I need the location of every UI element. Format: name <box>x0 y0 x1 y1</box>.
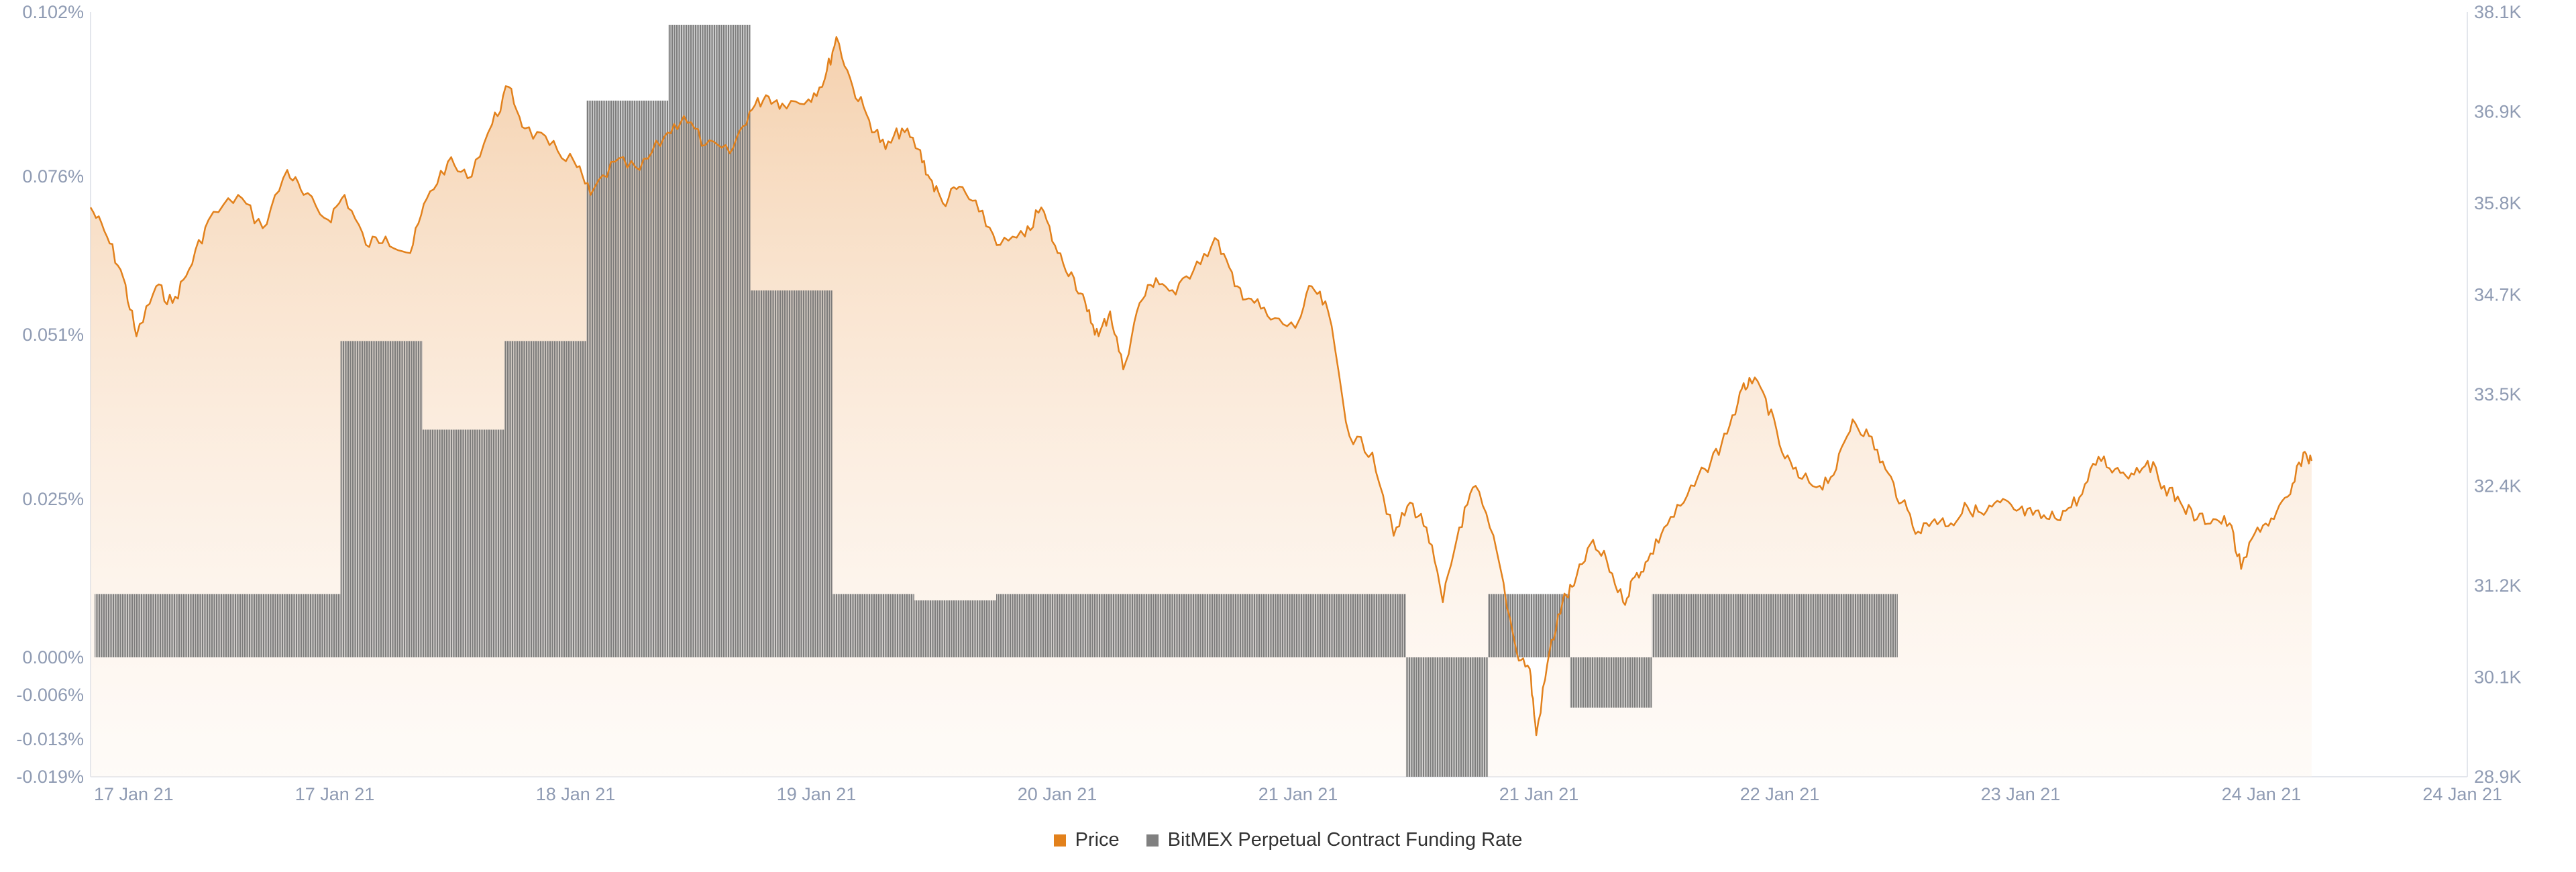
funding-rate-bar[interactable] <box>1242 594 1324 657</box>
funding-rate-bar[interactable] <box>1078 594 1161 657</box>
left-axis-tick-label: -0.019% <box>16 767 84 787</box>
funding-rate-bar[interactable] <box>340 341 423 657</box>
legend-label-funding-rate: BitMEX Perpetual Contract Funding Rate <box>1167 829 1523 851</box>
funding-rate-bar[interactable] <box>1160 594 1242 657</box>
price-line <box>89 36 2313 737</box>
x-axis-tick-label: 21 Jan 21 <box>1499 784 1579 804</box>
funding-rate-bar[interactable] <box>1815 594 1898 657</box>
x-axis-tick-label: 22 Jan 21 <box>1740 784 1820 804</box>
legend-swatch-funding-rate <box>1146 834 1159 847</box>
funding-rate-bar[interactable] <box>1570 657 1652 708</box>
funding-rate-bar[interactable] <box>422 429 504 658</box>
funding-rate-bar[interactable] <box>176 594 259 657</box>
legend-label-price: Price <box>1075 829 1120 851</box>
funding-rate-bar[interactable] <box>914 600 996 657</box>
funding-rate-bar[interactable] <box>1652 594 1734 657</box>
funding-rate-bar[interactable] <box>668 24 751 657</box>
legend-item-funding-rate[interactable]: BitMEX Perpetual Contract Funding Rate <box>1146 829 1523 851</box>
funding-rate-bar[interactable] <box>504 341 587 657</box>
right-axis-tick-label: 33.5K <box>2474 384 2522 404</box>
x-axis-tick-label: 21 Jan 21 <box>1258 784 1338 804</box>
funding-rate-bar[interactable] <box>1733 594 1816 657</box>
right-axis-tick-label: 31.2K <box>2474 576 2522 596</box>
x-axis-tick-label: 17 Jan 21 <box>94 784 174 804</box>
right-axis-tick-label: 38.1K <box>2474 2 2522 22</box>
x-axis-tick-label: 19 Jan 21 <box>777 784 857 804</box>
x-axis-tick-label: 24 Jan 21 <box>2422 784 2502 804</box>
x-axis-tick-label: 23 Jan 21 <box>1981 784 2061 804</box>
left-axis-tick-label: 0.025% <box>22 489 84 509</box>
x-axis-tick-label: 18 Jan 21 <box>536 784 616 804</box>
right-axis-tick-label: 34.7K <box>2474 284 2522 305</box>
right-axis-tick-label: 35.8K <box>2474 193 2522 213</box>
right-axis-tick-label: 36.9K <box>2474 102 2522 122</box>
funding-rate-bar[interactable] <box>258 594 341 657</box>
legend: Price BitMEX Perpetual Contract Funding … <box>0 829 2576 851</box>
left-axis-tick-label: 0.102% <box>22 2 84 22</box>
funding-rate-bar[interactable] <box>1405 657 1489 777</box>
funding-rate-bar[interactable] <box>750 290 833 657</box>
price-area <box>91 37 2312 777</box>
right-axis-tick-label: 30.1K <box>2474 667 2522 687</box>
funding-rate-bar[interactable] <box>586 101 669 657</box>
funding-rate-bar[interactable] <box>832 594 914 657</box>
funding-rate-bar[interactable] <box>996 594 1079 657</box>
left-axis-tick-label: 0.000% <box>22 647 84 667</box>
left-axis-tick-label: -0.013% <box>16 729 84 749</box>
left-axis-tick-label: -0.006% <box>16 685 84 705</box>
legend-item-price[interactable]: Price <box>1053 829 1120 851</box>
left-axis-tick-label: 0.076% <box>22 166 84 186</box>
x-axis-tick-label: 20 Jan 21 <box>1018 784 1097 804</box>
legend-swatch-price <box>1053 834 1066 847</box>
funding-rate-bar[interactable] <box>95 594 177 657</box>
x-axis-tick-label: 24 Jan 21 <box>2222 784 2302 804</box>
funding-rate-bar[interactable] <box>1324 594 1406 657</box>
funding-rate-bar[interactable] <box>1488 594 1570 657</box>
left-axis-tick-label: 0.051% <box>22 325 84 345</box>
right-axis-tick-label: 32.4K <box>2474 476 2522 496</box>
x-axis-tick-label: 17 Jan 21 <box>295 784 375 804</box>
right-axis-tick-label: 28.9K <box>2474 767 2522 787</box>
